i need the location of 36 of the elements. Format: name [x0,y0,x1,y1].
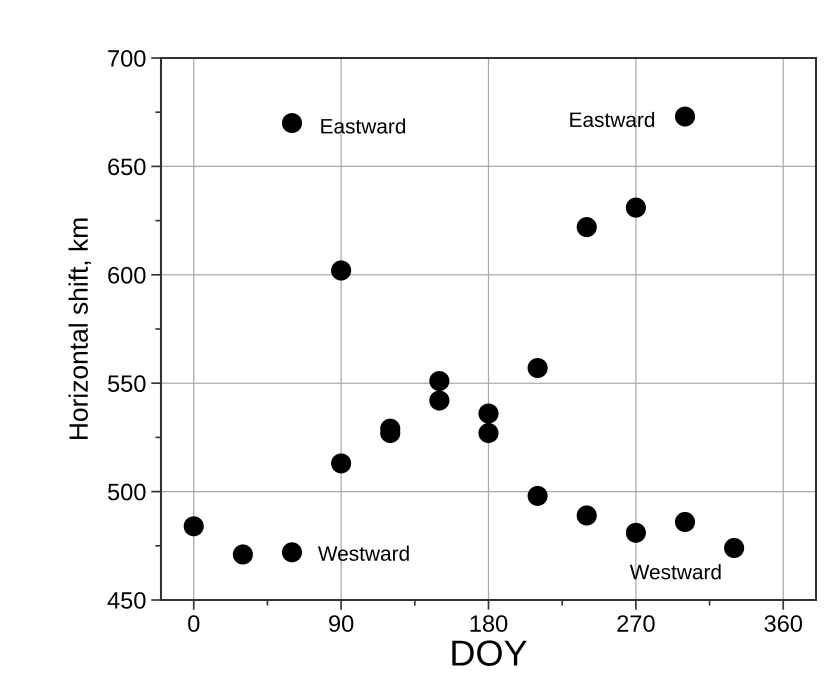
point [626,198,646,218]
point [429,370,450,392]
point [626,522,646,543]
y-tick-label: 550 [108,375,146,392]
point [184,516,204,536]
point [528,358,548,378]
annotation: Eastward [570,112,654,128]
point [528,486,548,506]
point [724,538,744,558]
y-tick-label: 700 [108,50,146,67]
x-tick-label: 360 [764,615,802,632]
point [282,112,302,134]
point [331,260,352,281]
point [576,505,597,526]
y-tick-label: 450 [108,592,146,609]
point [331,453,352,474]
point [282,542,302,562]
y-tick-label: 650 [108,158,146,176]
x-tick-label: 180 [470,615,508,632]
x-axis-title: DOY [452,640,527,666]
x-tick-label: 0 [188,615,200,632]
annotation: Eastward [321,118,406,134]
y-tick-label: 500 [108,484,146,500]
point [429,390,450,411]
point [232,544,253,565]
point [674,512,696,532]
annotation: Westward [630,564,721,580]
point [478,423,499,444]
y-axis-title: Horizontal shift, km [68,218,92,440]
point [478,403,499,424]
x-tick-label: 270 [617,615,655,632]
point [576,217,597,238]
annotation: Westward [318,546,409,561]
point [674,106,696,127]
x-tick-label: 90 [329,615,354,632]
y-tick-label: 600 [108,266,146,284]
